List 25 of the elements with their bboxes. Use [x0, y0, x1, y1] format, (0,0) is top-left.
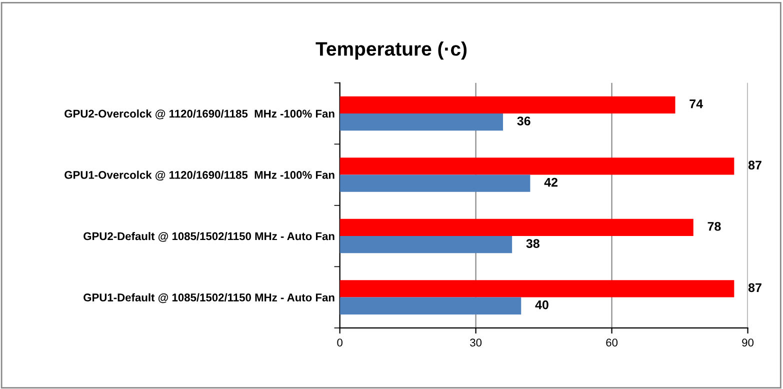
y-tick-label: GPU2-Default @ 1085/1502/1150 MHz - Auto Fan — [84, 232, 334, 242]
x-tick-label: 60 — [606, 338, 618, 347]
data-label: 40 — [535, 300, 548, 310]
data-label: 38 — [526, 239, 540, 248]
bar — [340, 113, 503, 131]
x-tick-label: 90 — [742, 338, 754, 347]
data-label: 74 — [690, 100, 703, 108]
chart-title: Temperature (·c) — [316, 42, 467, 60]
bar — [340, 218, 694, 236]
bar — [340, 158, 734, 175]
y-tick-label: GPU1-Default @ 1085/1502/1150 MHz - Auto Fan — [84, 293, 334, 304]
x-tick-label: 30 — [470, 338, 482, 347]
x-tick-label: 0 — [337, 338, 342, 347]
data-label: 87 — [748, 283, 762, 292]
bar — [340, 280, 734, 298]
data-label: 87 — [748, 160, 762, 170]
y-tick-label: GPU2-Overcolck @ 1120/1690/1185 MHz -100% Fan — [64, 109, 334, 120]
data-label: 42 — [544, 178, 558, 187]
bar — [340, 96, 676, 114]
bar — [340, 174, 530, 192]
y-tick-label: GPU1-Overcolck @ 1120/1690/1185 MHz -100% Fan — [64, 170, 334, 181]
data-label: 78 — [708, 222, 721, 231]
bar — [340, 297, 522, 314]
data-label: 36 — [517, 116, 530, 126]
bar — [340, 236, 512, 254]
